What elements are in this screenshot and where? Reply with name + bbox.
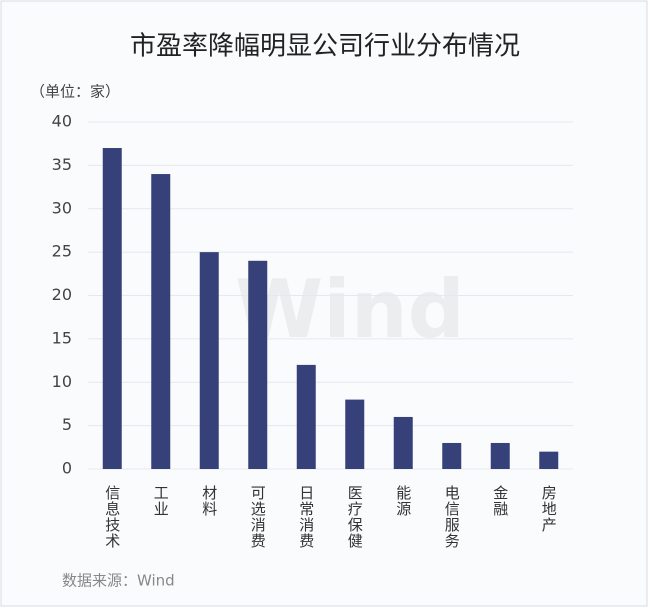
x-tick-label: 医疗保健 <box>346 485 364 549</box>
bar <box>151 174 171 470</box>
bar <box>539 451 559 469</box>
bar <box>490 442 510 469</box>
x-tick-label: 电信服务 <box>443 485 461 549</box>
bar <box>393 416 413 469</box>
y-tick-label: 0 <box>62 459 72 478</box>
unit-label: （单位：家） <box>30 83 120 101</box>
bar <box>102 148 122 469</box>
y-tick-label: 35 <box>52 155 72 174</box>
x-tick-label: 房地产 <box>540 485 558 533</box>
bar <box>296 364 316 469</box>
watermark: Wind <box>235 263 465 356</box>
x-tick-label: 可选消费 <box>249 485 267 549</box>
bar <box>345 399 365 469</box>
y-tick-label: 20 <box>52 285 72 304</box>
bar <box>199 252 219 469</box>
y-tick-label: 40 <box>52 112 72 131</box>
x-tick-label: 能源 <box>394 485 412 517</box>
y-tick-label: 10 <box>52 372 72 391</box>
y-tick-label: 5 <box>62 415 72 434</box>
source: 数据来源：Wind <box>62 572 175 590</box>
chart-title: 市盈率降幅明显公司行业分布情况 <box>130 32 520 62</box>
x-tick-label: 日常消费 <box>297 485 315 549</box>
x-tick-label: 工业 <box>152 485 170 517</box>
x-tick-label: 信息技术 <box>103 485 121 549</box>
x-tick-label: 金融 <box>491 485 509 517</box>
bar <box>442 442 462 469</box>
bar <box>248 260 268 469</box>
y-tick-label: 25 <box>52 242 72 261</box>
x-tick-label: 材料 <box>200 485 218 517</box>
y-tick-label: 30 <box>52 198 72 217</box>
y-tick-label: 15 <box>52 328 72 347</box>
